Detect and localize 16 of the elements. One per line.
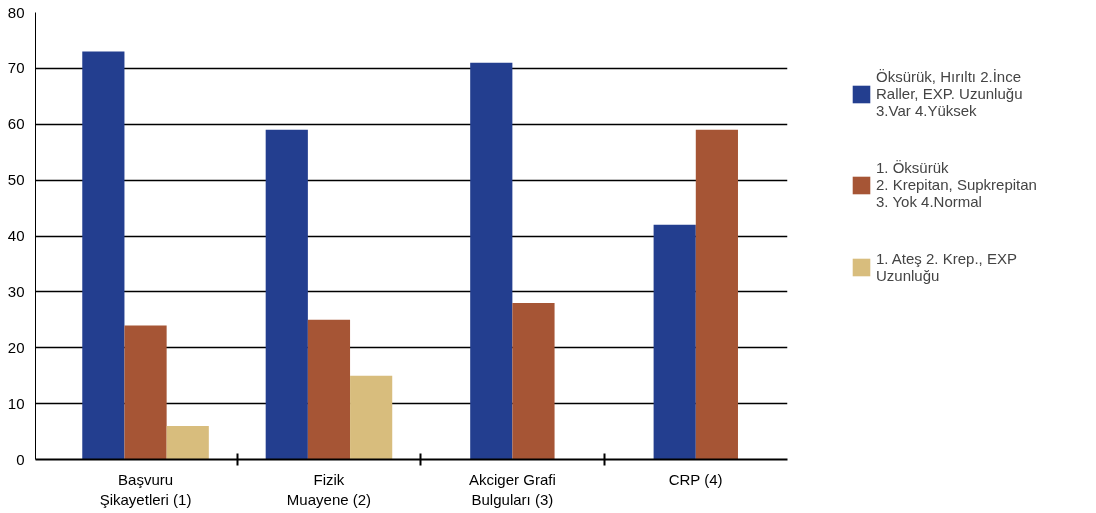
y-tick-label: 10 bbox=[7, 394, 25, 412]
x-tick-label: Akciger Grafi Bulguları (3) bbox=[469, 470, 556, 508]
y-tick-label: 0 bbox=[16, 450, 25, 468]
y-tick-label: 20 bbox=[7, 338, 25, 356]
y-tick-label: 30 bbox=[7, 282, 25, 300]
x-tick-label: CRP (4) bbox=[668, 470, 723, 488]
y-tick-label: 50 bbox=[7, 171, 25, 189]
legend-label: 1. Öksürük 2. Krepitan, Supkrepitan 3. Yok 4.Normal bbox=[876, 159, 1037, 210]
x-tick-label: Başvuru Şikayetleri (1) bbox=[99, 470, 192, 508]
y-tick-label: 80 bbox=[7, 3, 25, 21]
y-tick-label: 40 bbox=[7, 227, 25, 244]
x-tick-label: Fizik Muayene (2) bbox=[286, 470, 372, 508]
legend-label: Öksürük, Hırıltı 2.İnce Raller, EXP. Uzunluğu 3.Var 4.Yüksek bbox=[876, 68, 1023, 119]
y-tick-label: 60 bbox=[7, 115, 25, 133]
legend-label: 1. Ateş 2. Krep., EXP Uzunluğu bbox=[876, 250, 1017, 284]
y-tick-label: 70 bbox=[7, 59, 25, 77]
